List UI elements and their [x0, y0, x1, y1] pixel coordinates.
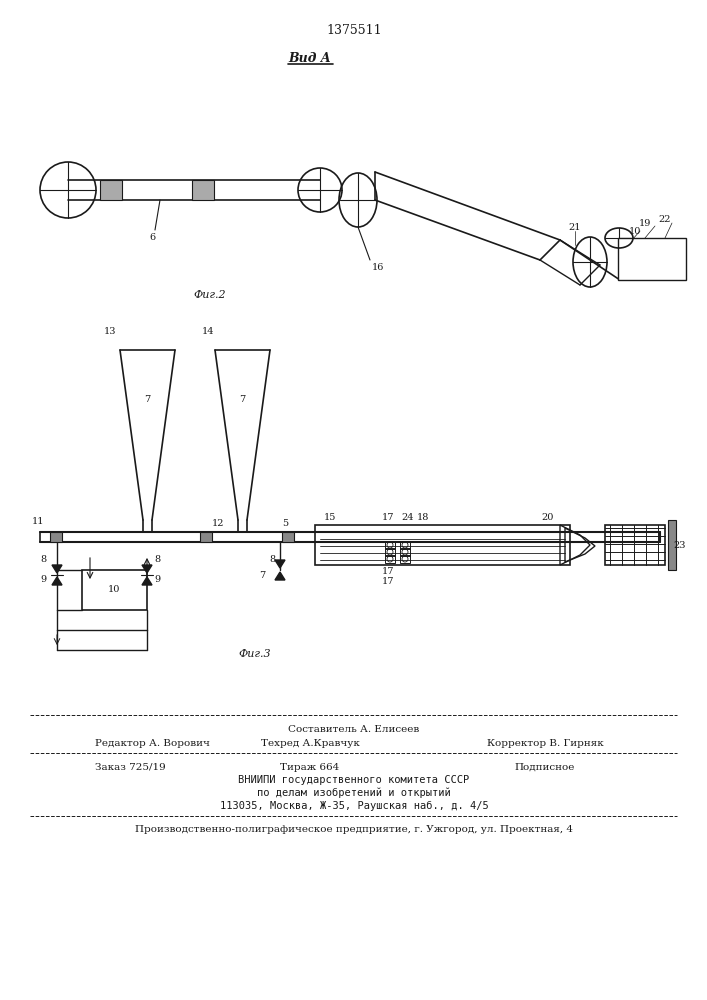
Text: 17: 17: [382, 568, 395, 576]
Polygon shape: [52, 565, 62, 573]
Bar: [282, 532, 294, 542]
Polygon shape: [275, 560, 285, 568]
Text: Заказ 725/19: Заказ 725/19: [95, 762, 165, 772]
Text: 15: 15: [324, 514, 337, 522]
Text: 7: 7: [239, 395, 245, 404]
Bar: [192, 180, 214, 200]
Text: 14: 14: [201, 328, 214, 336]
Text: Фиг.3: Фиг.3: [239, 649, 271, 659]
Text: 8: 8: [40, 556, 46, 564]
Bar: [50, 532, 62, 542]
Text: 7: 7: [259, 570, 265, 580]
Bar: [200, 532, 212, 542]
Text: Составитель А. Елисеев: Составитель А. Елисеев: [288, 726, 420, 734]
Text: 1375511: 1375511: [326, 23, 382, 36]
Text: Вид A: Вид A: [288, 51, 332, 64]
Text: 10: 10: [107, 585, 120, 594]
Bar: [400, 555, 410, 563]
Bar: [618, 238, 686, 280]
Text: 22: 22: [659, 216, 671, 225]
Text: 24: 24: [402, 514, 414, 522]
Bar: [400, 541, 410, 549]
Text: 13: 13: [104, 328, 116, 336]
Polygon shape: [52, 577, 62, 585]
Text: Производственно-полиграфическое предприятие, г. Ужгород, ул. Проектная, 4: Производственно-полиграфическое предприя…: [135, 826, 573, 834]
Bar: [385, 541, 395, 549]
Text: 8: 8: [154, 556, 160, 564]
Text: Подписное: Подписное: [515, 762, 575, 772]
Text: ВНИИПИ государственного комитета СССР: ВНИИПИ государственного комитета СССР: [238, 775, 469, 785]
Bar: [400, 548, 410, 556]
Text: 23: 23: [674, 540, 686, 550]
Text: 8: 8: [269, 556, 275, 564]
Bar: [82, 570, 147, 610]
Text: 18: 18: [417, 514, 429, 522]
Text: 19: 19: [639, 220, 651, 229]
Text: 21: 21: [568, 223, 581, 232]
Bar: [385, 555, 395, 563]
Bar: [668, 520, 676, 570]
Text: Тираж 664: Тираж 664: [281, 762, 339, 772]
Bar: [100, 180, 122, 200]
Text: 16: 16: [372, 262, 384, 271]
Text: по делам изобретений и открытий: по делам изобретений и открытий: [257, 788, 451, 798]
Text: Корректор В. Гирняк: Корректор В. Гирняк: [486, 738, 603, 748]
Polygon shape: [142, 565, 152, 573]
Text: 10: 10: [629, 228, 641, 236]
Text: 9: 9: [154, 576, 160, 584]
Bar: [385, 548, 395, 556]
Text: 20: 20: [542, 514, 554, 522]
Polygon shape: [275, 572, 285, 580]
Text: Техред А.Кравчук: Техред А.Кравчук: [261, 738, 359, 748]
Polygon shape: [142, 577, 152, 585]
Text: Фиг.2: Фиг.2: [194, 290, 226, 300]
Text: 9: 9: [40, 576, 46, 584]
Text: 7: 7: [144, 395, 150, 404]
Text: 5: 5: [282, 520, 288, 528]
Text: 113035, Москва, Ж-35, Раушская наб., д. 4/5: 113035, Москва, Ж-35, Раушская наб., д. …: [220, 801, 489, 811]
Text: 12: 12: [212, 520, 224, 528]
Text: Редактор А. Ворович: Редактор А. Ворович: [95, 738, 210, 748]
Text: 17: 17: [382, 578, 395, 586]
Bar: [605, 525, 665, 565]
Text: 11: 11: [32, 516, 45, 526]
Bar: [315, 525, 570, 565]
Text: 17: 17: [382, 514, 395, 522]
Text: 6: 6: [149, 232, 155, 241]
